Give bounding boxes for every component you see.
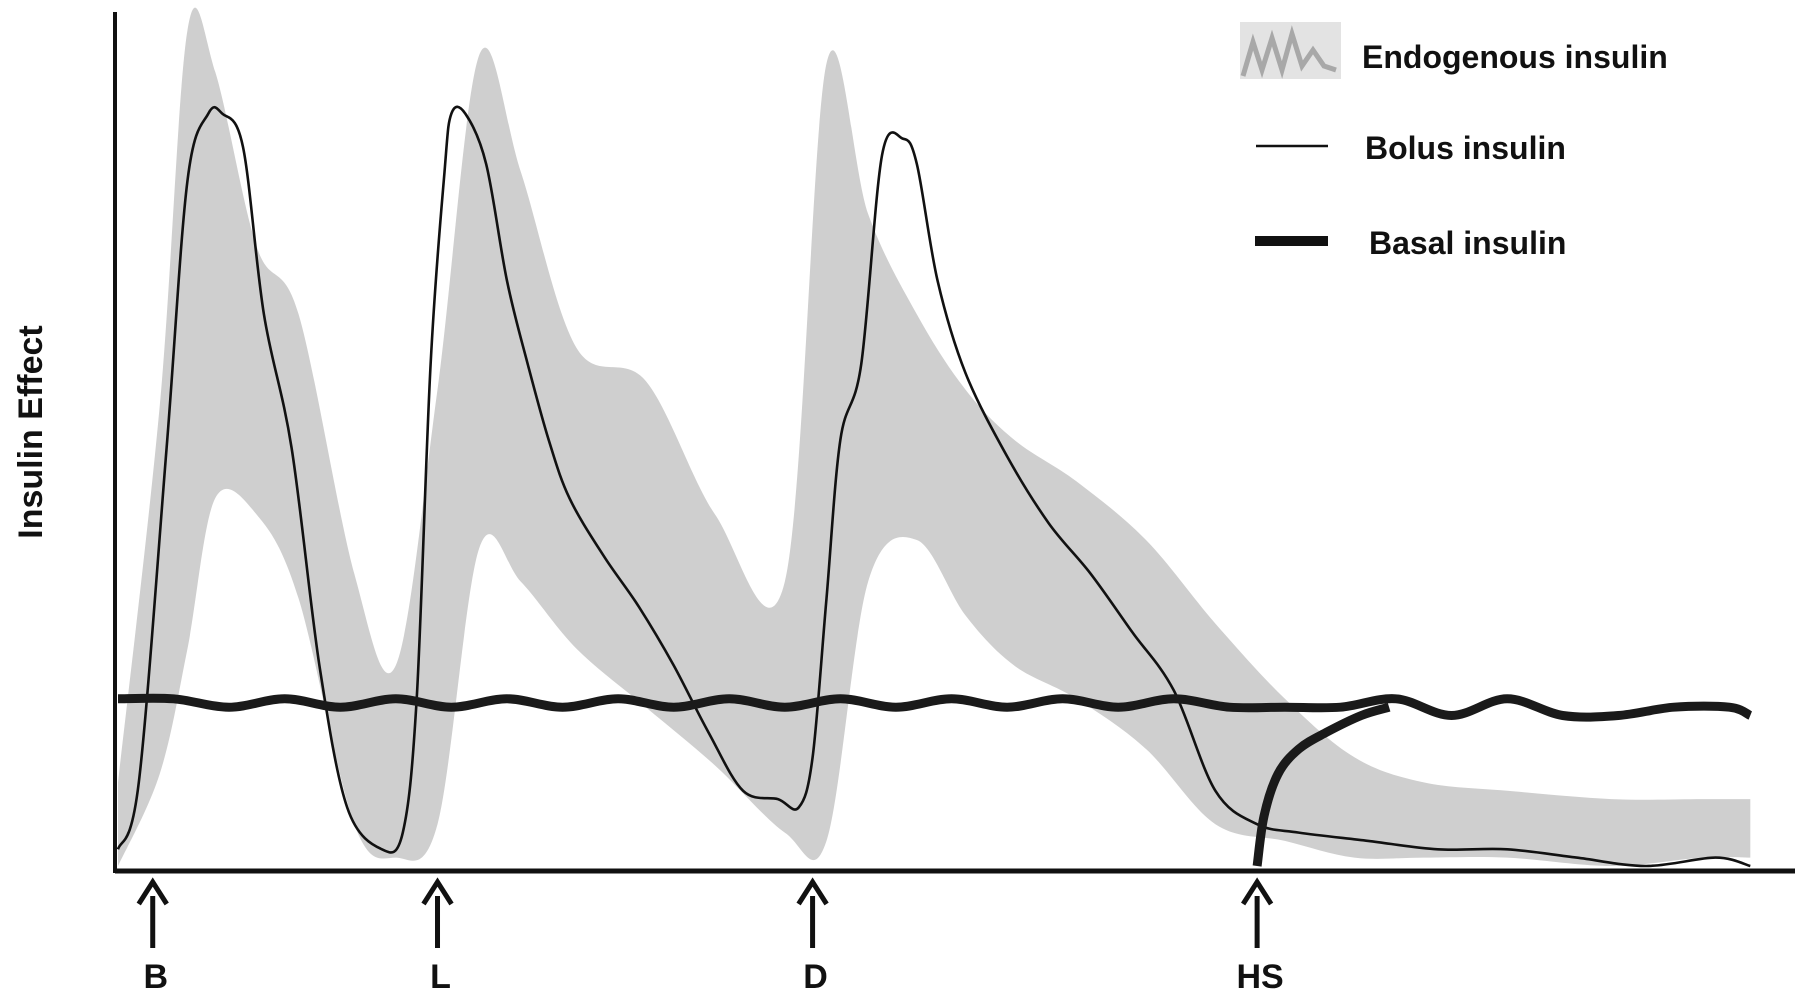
marker-l: L <box>421 877 454 993</box>
legend-label-endogenous: Endogenous insulin <box>1362 39 1668 75</box>
series-basal-insulin-hs-dose-line <box>1252 702 1391 867</box>
series-endogenous-insulin-band <box>118 7 1751 866</box>
time-marker-layer: B L D HS <box>136 877 1284 993</box>
marker-hs-arrow-head <box>1241 877 1274 906</box>
legend-swatch-endogenous <box>1240 22 1341 79</box>
marker-l-arrow-head <box>421 877 454 906</box>
y-axis-label: Insulin Effect <box>12 325 50 538</box>
marker-b: B <box>136 877 169 993</box>
series-line-layer <box>116 105 1753 868</box>
marker-label-l: L <box>430 958 451 993</box>
legend-label-basal: Basal insulin <box>1369 225 1566 261</box>
series-basal-insulin-line <box>117 693 1753 722</box>
marker-label-b: B <box>143 958 168 993</box>
marker-label-d: D <box>803 958 828 993</box>
legend: Endogenous insulin Bolus insulin Basal i… <box>1240 22 1668 261</box>
marker-d: D <box>796 877 829 993</box>
marker-hs: HS <box>1236 877 1284 993</box>
endogenous-band-layer <box>118 7 1751 866</box>
marker-d-arrow-head <box>796 877 829 906</box>
legend-label-bolus: Bolus insulin <box>1365 130 1566 166</box>
marker-label-hs: HS <box>1236 958 1283 993</box>
series-bolus-insulin-line <box>116 105 1751 868</box>
marker-b-arrow-head <box>136 877 169 906</box>
